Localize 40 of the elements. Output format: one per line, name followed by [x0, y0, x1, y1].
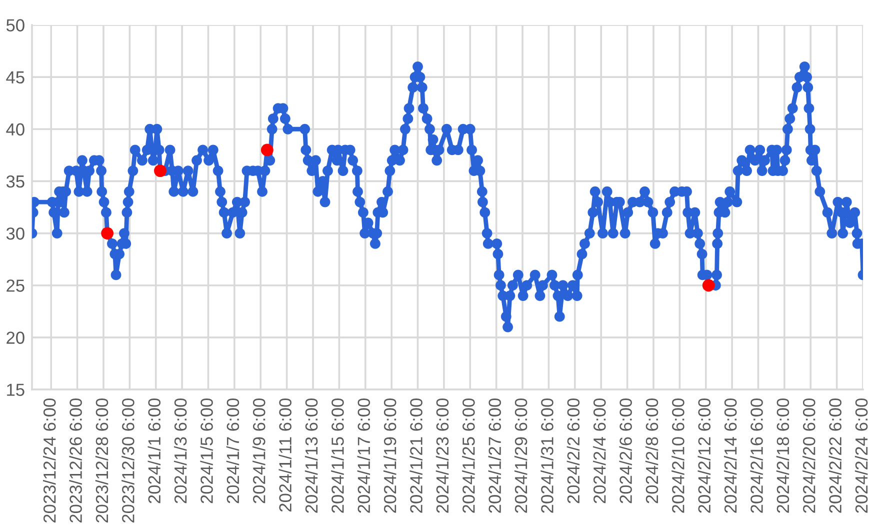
x-tick-label: 2024/1/15 6:00 [331, 398, 344, 513]
x-tick-label: 2024/1/1 6:00 [148, 398, 161, 504]
x-tick-label: 2024/1/27 6:00 [488, 398, 501, 513]
x-tick-label: 2024/1/7 6:00 [226, 398, 240, 504]
x-tick-label: 2024/1/21 6:00 [410, 398, 422, 513]
x-tick-label: 2023/12/26 6:00 [69, 398, 82, 522]
y-tick-label: 25 [6, 280, 24, 292]
y-tick-label: 45 [6, 71, 24, 84]
y-tick-label: 50 [6, 19, 24, 32]
x-tick-label: 2024/1/23 6:00 [436, 398, 449, 513]
x-tick-label: 2024/2/14 6:00 [724, 398, 737, 513]
x-tick-label: 2024/2/12 6:00 [698, 398, 711, 513]
x-tick-label: 2024/2/4 6:00 [593, 398, 606, 504]
x-tick-label: 2024/2/2 6:00 [566, 398, 580, 504]
x-tick-label: 2023/12/30 6:00 [122, 398, 134, 522]
x-tick-label: 2023/12/24 6:00 [43, 398, 56, 522]
x-tick-label: 2024/2/8 6:00 [645, 398, 658, 504]
x-tick-label: 2023/12/28 6:00 [95, 398, 108, 522]
x-tick-label: 2024/2/18 6:00 [776, 398, 790, 513]
x-tick-label: 2024/2/6 6:00 [619, 398, 632, 504]
x-tick-label: 2024/1/31 6:00 [540, 398, 554, 513]
y-tick-label: 30 [6, 227, 24, 240]
y-tick-label: 15 [7, 384, 24, 396]
x-tick-label: 2024/2/20 6:00 [802, 398, 816, 513]
x-tick-label: 2024/1/5 6:00 [200, 398, 213, 504]
x-tick-label: 2024/2/16 6:00 [750, 398, 763, 513]
x-tick-label: 2024/1/13 6:00 [304, 398, 318, 513]
y-tick-label: 35 [6, 175, 24, 188]
x-tick-label: 2024/1/19 6:00 [383, 398, 396, 513]
y-tick-label: 40 [6, 123, 24, 136]
x-tick-label: 2024/2/22 6:00 [828, 398, 842, 513]
x-tick-label: 2024/1/11 6:00 [278, 398, 292, 512]
x-tick-label: 2024/1/3 6:00 [174, 398, 187, 504]
y-tick-label: 20 [6, 332, 24, 344]
x-tick-label: 2024/2/10 6:00 [672, 398, 684, 513]
x-tick-label: 2024/1/29 6:00 [514, 398, 528, 513]
x-tick-label: 2024/2/24 6:00 [854, 398, 868, 513]
x-tick-label: 2024/1/25 6:00 [462, 398, 475, 513]
x-tick-label: 2024/1/9 6:00 [252, 398, 266, 504]
x-tick-label: 2024/1/17 6:00 [357, 398, 370, 513]
